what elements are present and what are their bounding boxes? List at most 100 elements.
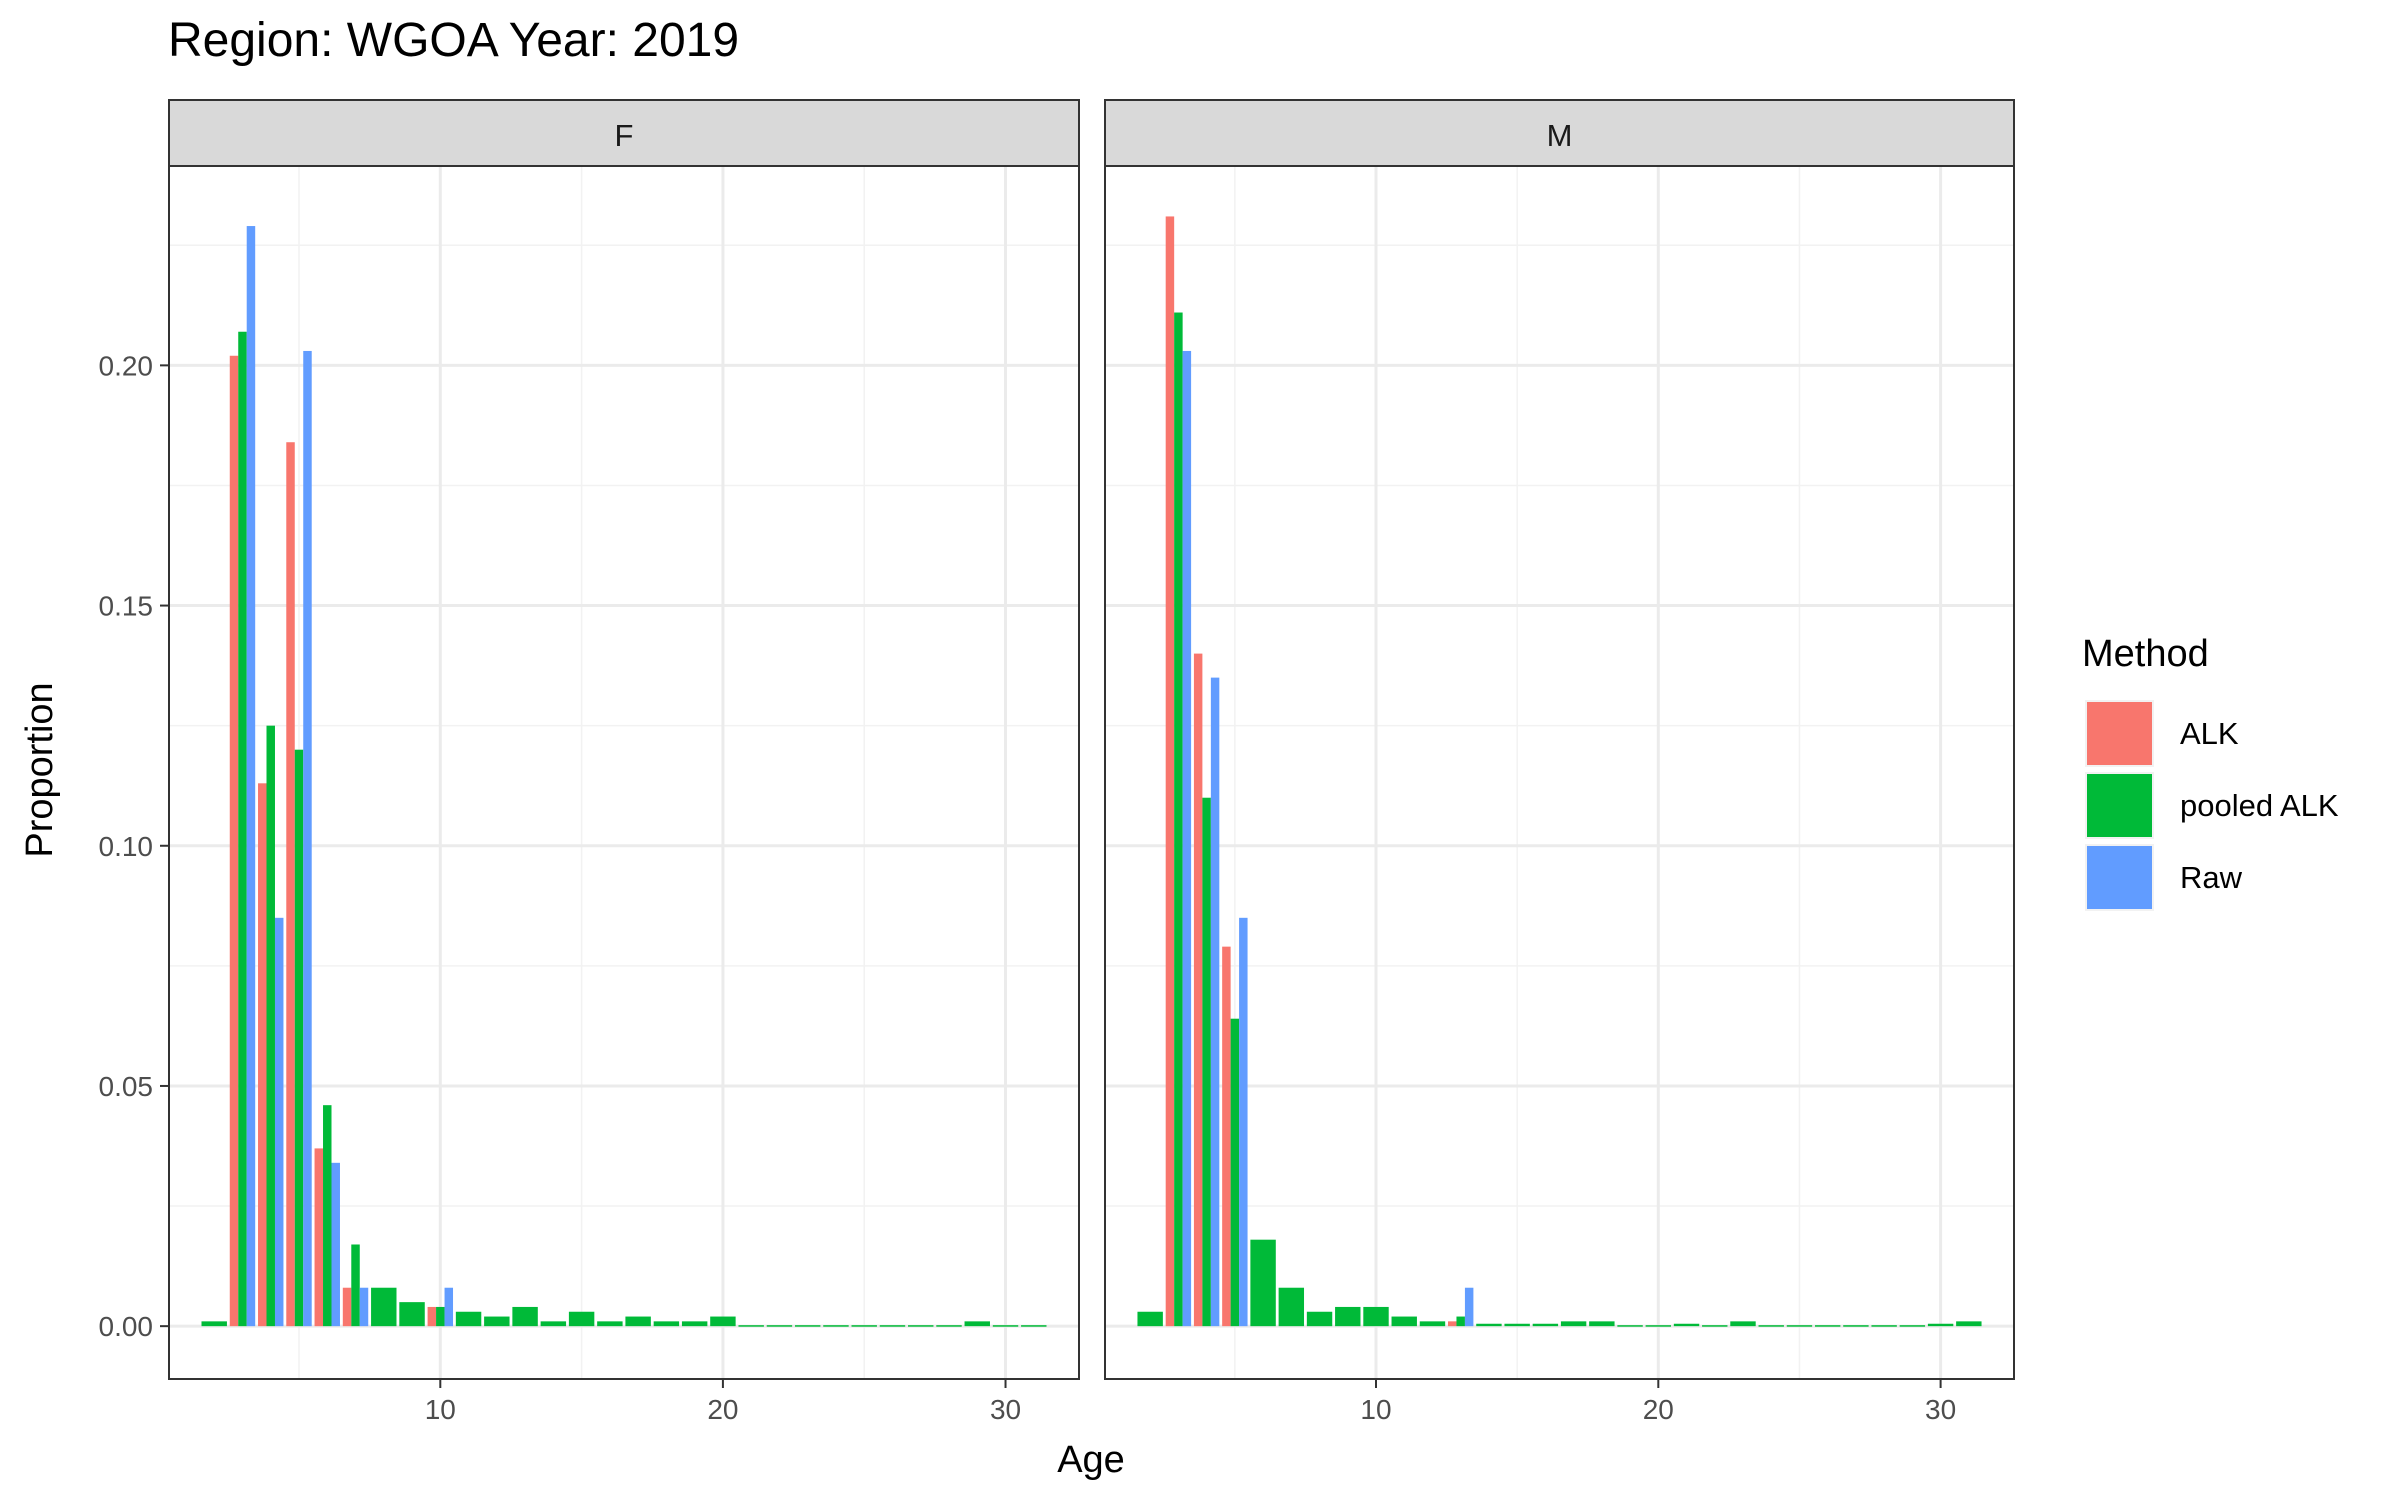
bar-pooled-alk: [1021, 1325, 1047, 1327]
bar-pooled-alk: [1230, 1018, 1240, 1327]
y-tick-label: 0.10: [99, 831, 154, 862]
bar-pooled-alk: [484, 1316, 510, 1327]
bar-raw: [303, 350, 312, 1327]
bar-alk: [427, 1306, 437, 1327]
y-tick-label: 0.15: [99, 591, 154, 622]
facet-strip-label: M: [1547, 118, 1573, 153]
y-tick-label: 0.00: [99, 1311, 154, 1342]
bar-pooled-alk: [1306, 1311, 1333, 1327]
y-tick-label: 0.20: [99, 350, 154, 381]
bar-pooled-alk: [710, 1316, 736, 1327]
bar-pooled-alk: [1927, 1323, 1954, 1327]
facet-strip: [168, 99, 1080, 167]
legend-item-raw: Raw: [2085, 844, 2243, 911]
legend-label: ALK: [2180, 716, 2239, 751]
bar-alk: [342, 1287, 352, 1327]
x-tick-label: 30: [990, 1394, 1021, 1425]
facet-panels: F 10 20 30 0.00 0.05 0.10 0.15 0.20 M 10 20 30: [99, 99, 2015, 1425]
bar-pooled-alk: [1532, 1323, 1559, 1327]
panel-border: [168, 165, 1080, 1380]
chart-title: Region: WGOA Year: 2019: [168, 14, 739, 67]
legend-item-alk: ALK: [2085, 700, 2239, 767]
facet-strip: [1104, 99, 2015, 167]
bar-pooled-alk: [1202, 797, 1211, 1327]
panel-border: [1104, 165, 2015, 1380]
bar-pooled-alk: [1363, 1306, 1389, 1327]
bar-pooled-alk: [1871, 1325, 1897, 1327]
bar-pooled-alk: [1843, 1325, 1869, 1327]
bar-pooled-alk: [1250, 1239, 1276, 1327]
bar-pooled-alk: [1899, 1325, 1926, 1327]
bar-raw: [274, 917, 284, 1327]
bar-pooled-alk: [597, 1321, 623, 1327]
bar-pooled-alk: [294, 749, 304, 1327]
bar-pooled-alk: [1137, 1311, 1163, 1327]
x-tick-label: 10: [425, 1394, 456, 1425]
bar-pooled-alk: [1814, 1325, 1841, 1327]
facet-panel-M: M 10 20 30: [1104, 99, 2015, 1425]
bar-pooled-alk: [351, 1244, 360, 1327]
bar-pooled-alk: [794, 1325, 821, 1327]
bar-raw: [444, 1287, 454, 1327]
x-tick-label: 10: [1360, 1394, 1391, 1425]
bar-pooled-alk: [851, 1325, 877, 1327]
bar-pooled-alk: [625, 1316, 651, 1327]
legend: Method ALK pooled ALK Raw: [2082, 633, 2339, 911]
bar-pooled-alk: [323, 1105, 332, 1327]
bar-pooled-alk: [540, 1321, 567, 1327]
bar-pooled-alk: [766, 1325, 793, 1327]
bar-alk: [1165, 216, 1175, 1327]
bar-alk: [314, 1148, 324, 1327]
facet-panel-F: F 10 20 30 0.00 0.05 0.10 0.15 0.20: [99, 99, 1080, 1425]
legend-key-swatch: [2087, 846, 2152, 909]
bar-alk: [229, 355, 239, 1327]
bar-pooled-alk: [1278, 1287, 1305, 1327]
bar-pooled-alk: [1702, 1325, 1728, 1327]
bar-raw: [359, 1287, 369, 1327]
bar-raw: [246, 226, 256, 1327]
bar-pooled-alk: [399, 1302, 425, 1327]
bar-pooled-alk: [1174, 312, 1183, 1327]
bar-alk: [1222, 946, 1231, 1327]
bar-pooled-alk: [1758, 1325, 1784, 1327]
legend-key-swatch: [2087, 774, 2152, 837]
bar-pooled-alk: [879, 1325, 906, 1327]
bar-pooled-alk: [1504, 1323, 1530, 1327]
bar-pooled-alk: [512, 1306, 538, 1327]
bar-raw: [1182, 350, 1192, 1327]
bar-raw: [1464, 1287, 1474, 1327]
x-axis-label: Age: [1057, 1439, 1125, 1481]
bar-pooled-alk: [266, 725, 275, 1327]
bar-pooled-alk: [1560, 1321, 1587, 1327]
bar-raw: [1210, 677, 1220, 1327]
legend-label: Raw: [2180, 860, 2243, 895]
bar-alk: [258, 783, 267, 1327]
bar-pooled-alk: [238, 331, 247, 1327]
legend-item-pooled-alk: pooled ALK: [2085, 772, 2339, 839]
bar-raw: [331, 1162, 340, 1327]
legend-key-swatch: [2087, 702, 2152, 765]
bar-pooled-alk: [201, 1321, 227, 1327]
y-axis-label: Proportion: [19, 682, 61, 857]
bar-pooled-alk: [1956, 1321, 1982, 1327]
bar-pooled-alk: [455, 1311, 482, 1327]
x-tick-label: 30: [1925, 1394, 1956, 1425]
bar-alk: [1193, 653, 1203, 1327]
bar-pooled-alk: [1786, 1325, 1813, 1327]
bar-pooled-alk: [908, 1325, 934, 1327]
legend-label: pooled ALK: [2180, 788, 2339, 823]
bar-pooled-alk: [1589, 1321, 1615, 1327]
bar-pooled-alk: [436, 1306, 445, 1327]
y-tick-label: 0.05: [99, 1071, 154, 1102]
bar-pooled-alk: [1335, 1306, 1361, 1327]
bar-pooled-alk: [1645, 1325, 1672, 1327]
bar-pooled-alk: [738, 1325, 764, 1327]
bar-alk: [286, 442, 295, 1327]
bar-pooled-alk: [1673, 1323, 1700, 1327]
bar-pooled-alk: [681, 1321, 708, 1327]
bar-pooled-alk: [371, 1287, 397, 1327]
x-tick-label: 20: [707, 1394, 738, 1425]
bar-pooled-alk: [992, 1325, 1019, 1327]
panel-background: [1105, 166, 2014, 1379]
